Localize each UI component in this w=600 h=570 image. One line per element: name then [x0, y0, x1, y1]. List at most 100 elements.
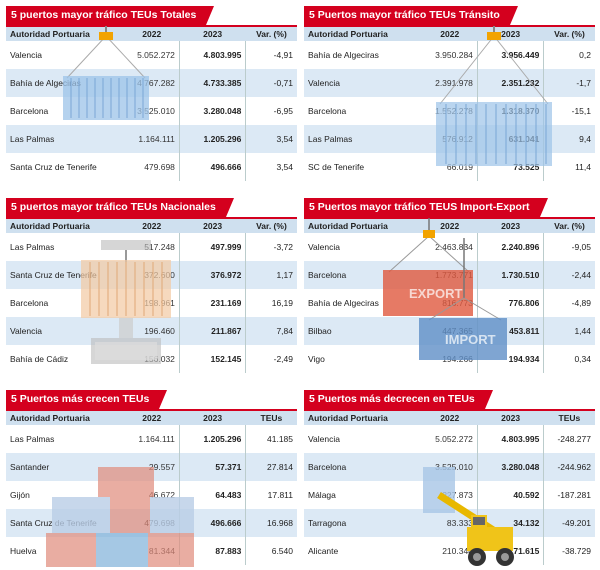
value-2022: 517.248	[124, 233, 180, 261]
table-row: Santa Cruz de Tenerife 372.600 376.972 1…	[6, 261, 297, 289]
value-var: -15,1	[571, 106, 591, 116]
table-row: Bahía de Algeciras 4.767.282 4.733.385 -…	[6, 69, 297, 97]
table-row: Valencia 196.460 211.867 7,84	[6, 317, 297, 345]
value-2022: 479.698	[124, 509, 180, 537]
panel-nacionales: 5 puertos mayor tráfico TEUs Nacionales …	[6, 198, 297, 378]
value-2023: 776.806	[477, 289, 545, 317]
value-2022: 2.391.978	[422, 69, 478, 97]
value-var: -2,44	[543, 261, 595, 289]
value-teus: -38.729	[562, 546, 591, 556]
value-2023: 4.803.995	[477, 425, 545, 453]
value-2022: 479.698	[124, 153, 180, 181]
value-2022: 1.552.278	[422, 97, 478, 125]
table-row: Bahía de Algeciras 816.773 776.806 -4,89	[304, 289, 595, 317]
value-2023: 1.205.296	[179, 425, 247, 453]
table-row: Santander 29.557 57.371 27.814	[6, 453, 297, 481]
col-header-teus: TEUs	[543, 411, 595, 425]
value-teus: 6.540	[271, 546, 293, 556]
value-teus: -49.201	[543, 509, 595, 537]
value-var: 16,19	[271, 298, 293, 308]
value-2022: 3.525.010	[422, 453, 478, 481]
value-2023: 631.041	[477, 125, 545, 153]
value-2022: 1.773.771	[422, 261, 478, 289]
table-row: Tarragona 83.333 34.132 -49.201	[304, 509, 595, 537]
panel-title: 5 Puertos mayor tráfico TEUs Tránsito	[304, 6, 518, 25]
value-2022: 1.164.111	[124, 425, 180, 453]
port-name: Santa Cruz de Tenerife	[6, 261, 125, 289]
value-2023: 1.205.296	[179, 125, 247, 153]
value-2022: 81.344	[124, 537, 180, 565]
value-2023: 4.803.995	[179, 41, 247, 69]
value-2023: 497.999	[179, 233, 247, 261]
port-name: Alicante	[308, 546, 339, 556]
table-row: Bilbao 447.365 453.811 1,44	[304, 317, 595, 345]
port-name: Las Palmas	[10, 434, 55, 444]
mas-crecen-table: Autoridad Portuaria 2022 2023 TEUs Las P…	[6, 411, 297, 565]
port-name: Las Palmas	[10, 242, 55, 252]
col-header-port: Autoridad Portuaria	[6, 411, 125, 425]
value-var: 0,34	[574, 354, 591, 364]
panel-title: 5 Puertos mayor tráfico TEUS Import-Expo…	[304, 198, 548, 217]
col-header-port: Autoridad Portuaria	[304, 219, 423, 233]
value-teus: 27.814	[245, 453, 297, 481]
table-row: Barcelona 1.552.278 1.318.370 -15,1	[304, 97, 595, 125]
col-header-2022: 2022	[124, 27, 180, 41]
value-var: -3,72	[273, 242, 293, 252]
col-header-2022: 2022	[124, 219, 180, 233]
value-2022: 5.052.272	[422, 425, 478, 453]
value-2022: 83.333	[422, 509, 478, 537]
value-2023: 194.934	[477, 345, 545, 373]
value-var: 11,4	[575, 162, 591, 172]
table-row: Valencia 2.463.834 2.240.896 -9,05	[304, 233, 595, 261]
port-name: Bilbao	[304, 317, 423, 345]
value-teus: -248.277	[557, 434, 591, 444]
port-name: Tarragona	[304, 509, 423, 537]
value-var: -0,71	[245, 69, 297, 97]
table-row: Valencia 2.391.978 2.351.232 -1,7	[304, 69, 595, 97]
port-name: Barcelona	[304, 453, 423, 481]
value-2023: 4.733.385	[179, 69, 247, 97]
panel-title: 5 puertos mayor tráfico TEUs Nacionales	[6, 198, 234, 217]
col-header-2022: 2022	[422, 411, 478, 425]
value-2022: 816.773	[422, 289, 478, 317]
table-row: SC de Tenerife 66.019 73.525 11,4	[304, 153, 595, 181]
value-2022: 3.950.284	[422, 41, 478, 69]
value-2023: 2.351.232	[477, 69, 545, 97]
value-var: -4,91	[273, 50, 293, 60]
value-2023: 40.592	[477, 481, 545, 509]
port-name: Málaga	[308, 490, 336, 500]
value-2023: 57.371	[179, 453, 247, 481]
value-2023: 1.318.370	[477, 97, 545, 125]
nacionales-table: Autoridad Portuaria 2022 2023 Var. (%) L…	[6, 219, 297, 373]
col-header-port: Autoridad Portuaria	[304, 411, 423, 425]
table-row: Huelva 81.344 87.883 6.540	[6, 537, 297, 565]
panel-title: 5 puertos mayor tráfico TEUs Totales	[6, 6, 215, 25]
value-2022: 227.873	[422, 481, 478, 509]
port-name: SC de Tenerife	[308, 162, 365, 172]
table-row: Alicante 210.344 171.615 -38.729	[304, 537, 595, 565]
table-row: Las Palmas 517.248 497.999 -3,72	[6, 233, 297, 261]
value-2022: 198.961	[124, 289, 180, 317]
value-var: 0,2	[579, 50, 591, 60]
value-2023: 496.666	[179, 153, 247, 181]
value-teus: 17.811	[267, 490, 293, 500]
value-2023: 231.169	[179, 289, 247, 317]
value-var: 1,44	[543, 317, 595, 345]
col-header-var: Var. (%)	[245, 27, 297, 41]
value-teus: -244.962	[543, 453, 595, 481]
port-name: Barcelona	[308, 106, 347, 116]
value-2023: 64.483	[179, 481, 247, 509]
value-2023: 496.666	[179, 509, 247, 537]
value-2022: 576.912	[422, 125, 478, 153]
transito-table: Autoridad Portuaria 2022 2023 Var. (%) B…	[304, 27, 595, 181]
table-row: Barcelona 1.773.771 1.730.510 -2,44	[304, 261, 595, 289]
table-row: Gijón 46.672 64.483 17.811	[6, 481, 297, 509]
panel-totales: 5 puertos mayor tráfico TEUs Totales Aut…	[6, 6, 297, 186]
value-2023: 2.240.896	[477, 233, 545, 261]
col-header-2023: 2023	[477, 27, 544, 41]
value-teus: 41.185	[267, 434, 293, 444]
table-row: Valencia 5.052.272 4.803.995 -4,91	[6, 41, 297, 69]
col-header-2023: 2023	[179, 27, 246, 41]
table-row: Valencia 5.052.272 4.803.995 -248.277	[304, 425, 595, 453]
port-name: Barcelona	[304, 261, 423, 289]
